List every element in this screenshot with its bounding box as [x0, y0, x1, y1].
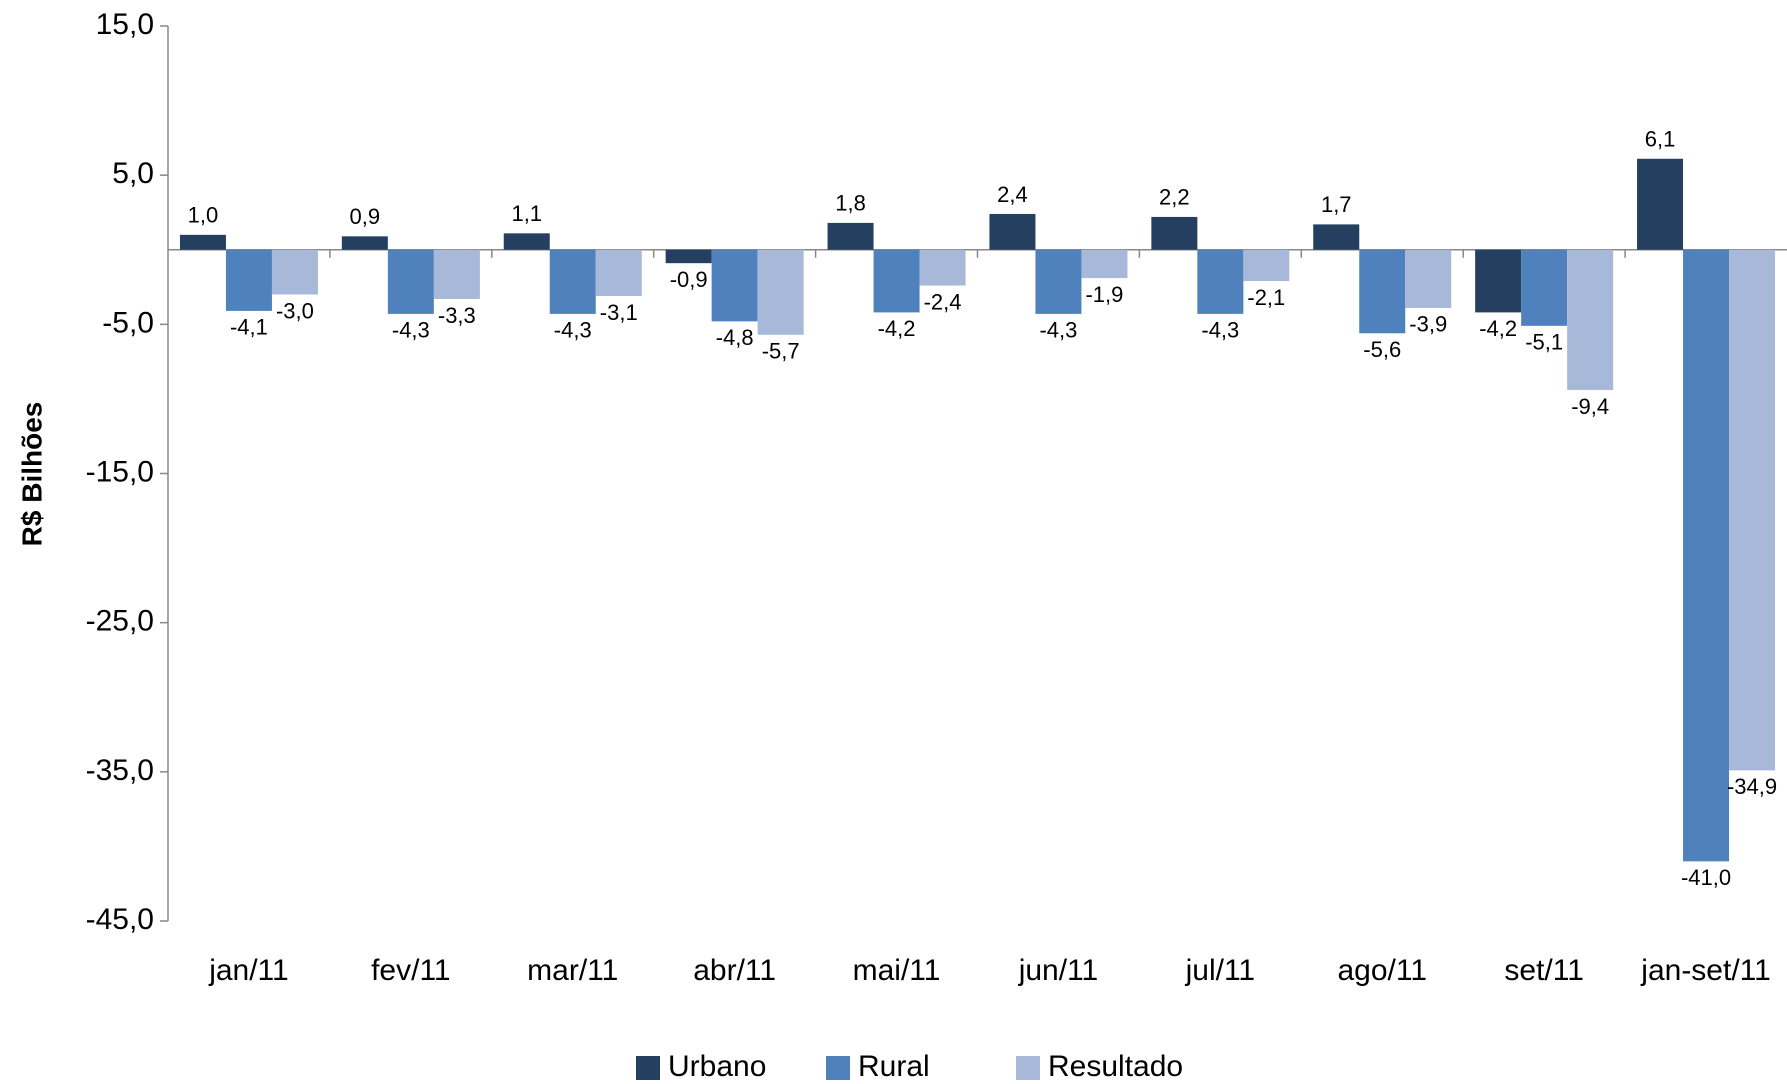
y-tick-label: 5,0 [112, 157, 154, 190]
value-label: -9,4 [1571, 394, 1609, 419]
x-tick-label: jun/11 [1018, 954, 1099, 987]
bar [919, 249, 966, 286]
x-tick-label: abr/11 [693, 954, 776, 987]
value-label: -3,3 [438, 303, 476, 328]
bar [827, 222, 874, 250]
bar [1405, 249, 1452, 308]
bar [1035, 249, 1082, 314]
bar [503, 233, 550, 250]
value-label: -2,1 [1247, 285, 1285, 310]
legend-label: Rural [858, 1050, 930, 1083]
value-label: -4,8 [716, 325, 754, 350]
bar [711, 249, 758, 322]
y-tick-label: -5,0 [102, 306, 154, 339]
y-tick-label: 15,0 [96, 8, 154, 41]
bar [225, 249, 272, 311]
x-tick-label: mar/11 [527, 954, 618, 987]
value-label: -1,9 [1085, 282, 1123, 307]
bar [873, 249, 920, 313]
value-label: -3,9 [1409, 312, 1447, 337]
value-label: 1,0 [188, 203, 219, 228]
legend-label: Resultado [1048, 1050, 1183, 1083]
bar [1729, 249, 1776, 771]
value-label: -34,9 [1727, 774, 1777, 799]
x-tick-label: jan-set/11 [1640, 954, 1771, 987]
value-label: 2,4 [997, 182, 1028, 207]
value-label: -3,1 [600, 300, 638, 325]
bar [1081, 249, 1128, 279]
bar [1475, 249, 1522, 313]
y-tick-label: -35,0 [86, 754, 154, 787]
bar [1567, 249, 1614, 390]
bar [433, 249, 480, 299]
bar [341, 236, 388, 250]
value-label: -5,1 [1525, 330, 1563, 355]
legend-swatch [826, 1056, 850, 1080]
value-label: -4,3 [392, 318, 430, 343]
bar [1637, 158, 1684, 250]
bar [1197, 249, 1244, 314]
value-label: 1,8 [835, 191, 866, 216]
value-label: -4,2 [1479, 316, 1517, 341]
y-tick-label: -45,0 [86, 903, 154, 936]
x-tick-label: ago/11 [1337, 954, 1427, 987]
value-label: 2,2 [1159, 185, 1190, 210]
x-tick-label: jul/11 [1185, 954, 1256, 987]
bar [757, 249, 804, 335]
x-tick-label: mai/11 [853, 954, 941, 987]
value-label: -0,9 [670, 267, 708, 292]
value-label: 6,1 [1645, 127, 1676, 152]
legend-label: Urbano [668, 1050, 766, 1083]
value-label: -4,3 [554, 318, 592, 343]
value-label: 1,1 [511, 201, 542, 226]
x-tick-label: jan/11 [208, 954, 289, 987]
bar [1359, 249, 1406, 334]
y-axis-title: R$ Bilhões [16, 402, 47, 547]
bar [271, 249, 318, 295]
bar [179, 234, 226, 250]
value-label: -3,0 [276, 298, 314, 323]
bar [1151, 216, 1198, 250]
value-label: -2,4 [924, 289, 962, 314]
bar [1521, 249, 1568, 326]
value-label: -5,6 [1363, 337, 1401, 362]
value-label: -4,3 [1039, 318, 1077, 343]
bar [549, 249, 596, 314]
x-tick-label: set/11 [1504, 954, 1584, 987]
value-label: -4,3 [1201, 318, 1239, 343]
y-tick-label: -25,0 [86, 605, 154, 638]
value-label: 1,7 [1321, 192, 1352, 217]
bar [387, 249, 434, 314]
value-label: -4,2 [878, 316, 916, 341]
legend-swatch [1016, 1056, 1040, 1080]
bar [1313, 224, 1360, 250]
value-label: -4,1 [230, 315, 268, 340]
legend-swatch [636, 1056, 660, 1080]
value-label: -5,7 [762, 339, 800, 364]
bar [1243, 249, 1290, 282]
bar [1683, 249, 1730, 862]
bar [989, 213, 1036, 250]
bar [595, 249, 642, 296]
x-tick-label: fev/11 [371, 954, 451, 987]
value-label: -41,0 [1681, 865, 1731, 890]
value-label: 0,9 [350, 204, 381, 229]
bar [665, 249, 712, 264]
y-tick-label: -15,0 [86, 455, 154, 488]
